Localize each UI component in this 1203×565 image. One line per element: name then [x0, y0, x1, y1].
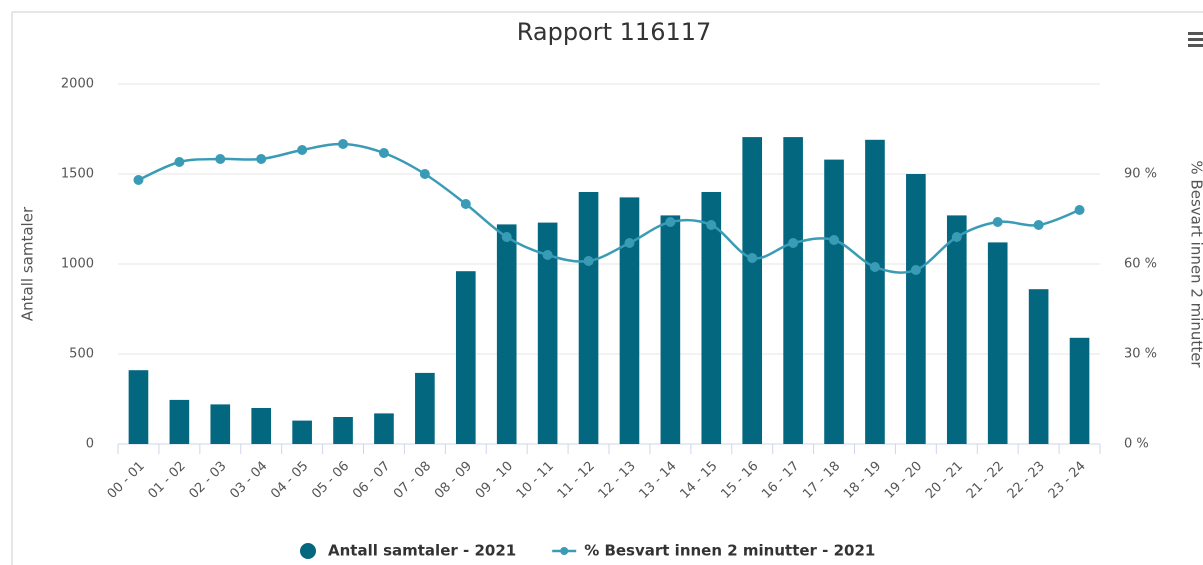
y-tick-label: 1500 — [61, 167, 94, 182]
x-tick-label: 02 - 03 — [186, 459, 229, 502]
x-tick-label: 21 - 22 — [964, 459, 1007, 502]
line-marker — [297, 145, 308, 155]
chart-title: Rapport 116117 — [517, 18, 712, 46]
x-tick-label: 10 - 11 — [514, 459, 557, 502]
bar — [906, 174, 926, 444]
y2-tick-label: 90 % — [1124, 167, 1157, 182]
x-tick-label: 05 - 06 — [309, 459, 352, 502]
x-tick-label: 01 - 02 — [146, 459, 189, 502]
bar — [578, 192, 599, 444]
x-tick-label: 17 - 18 — [800, 459, 843, 502]
bar — [987, 242, 1008, 444]
y-tick-label: 1000 — [61, 257, 94, 272]
bar — [701, 192, 722, 444]
line-marker — [665, 217, 676, 227]
bar — [865, 139, 885, 445]
x-tick-label: 00 - 01 — [105, 459, 148, 502]
line-marker — [501, 232, 512, 242]
bar — [946, 215, 967, 444]
x-tick-label: 20 - 21 — [923, 459, 966, 502]
line-marker — [338, 139, 349, 149]
bar — [537, 222, 558, 444]
y-tick-label: 0 — [86, 437, 94, 452]
line-marker — [215, 154, 226, 164]
x-tick-label: 13 - 14 — [637, 459, 680, 502]
bar — [128, 370, 149, 444]
line-marker — [1033, 220, 1044, 230]
x-tick-label: 06 - 07 — [350, 459, 393, 502]
line-marker — [910, 265, 921, 275]
line-marker — [460, 199, 471, 209]
x-tick-label: 12 - 13 — [596, 459, 639, 502]
line-marker — [256, 154, 267, 164]
line-marker — [174, 157, 185, 167]
bar — [374, 413, 394, 444]
y2-tick-label: 0 % — [1124, 437, 1149, 452]
bar — [292, 420, 312, 444]
line-marker — [951, 232, 962, 242]
bar — [415, 372, 435, 444]
bar — [619, 197, 640, 444]
x-tick-label: 03 - 04 — [227, 459, 270, 502]
x-tick-label: 16 - 17 — [759, 459, 802, 502]
y2-tick-label: 60 % — [1124, 257, 1157, 272]
x-tick-label: 04 - 05 — [268, 459, 311, 502]
line-marker — [829, 235, 840, 245]
line-marker — [706, 220, 717, 230]
x-tick-label: 18 - 19 — [841, 459, 884, 502]
y-axis-title: Antall samtaler — [19, 206, 37, 321]
y-tick-label: 500 — [69, 347, 94, 362]
bar — [455, 271, 476, 444]
x-tick-label: 19 - 20 — [882, 459, 925, 502]
bar — [496, 224, 517, 444]
x-tick-label: 08 - 09 — [432, 459, 475, 502]
legend-symbol — [560, 547, 569, 555]
bar — [1069, 337, 1090, 444]
x-tick-label: 23 - 24 — [1046, 459, 1089, 502]
line-marker — [869, 262, 880, 272]
x-tick-label: 14 - 15 — [677, 459, 720, 502]
legend-label[interactable]: % Besvart innen 2 minutter - 2021 — [584, 542, 875, 560]
line-marker — [624, 238, 635, 248]
x-tick-label: 22 - 23 — [1005, 459, 1048, 502]
line-marker — [992, 217, 1003, 227]
y-tick-label: 2000 — [61, 77, 94, 92]
line-marker — [133, 175, 144, 185]
x-tick-label: 15 - 16 — [718, 459, 761, 502]
x-tick-label: 09 - 10 — [473, 459, 516, 502]
line-marker — [788, 238, 799, 248]
bar — [210, 404, 231, 444]
legend-symbol — [300, 543, 316, 559]
bar — [169, 399, 190, 444]
line — [137, 142, 1080, 274]
menu-icon[interactable] — [1188, 32, 1203, 47]
bar — [783, 137, 803, 444]
x-tick-label: 11 - 12 — [555, 459, 598, 502]
line-marker — [747, 253, 758, 263]
legend-label[interactable]: Antall samtaler - 2021 — [328, 542, 516, 560]
line-marker — [583, 256, 594, 266]
line-marker — [542, 250, 553, 260]
bar — [824, 159, 844, 444]
bar — [742, 137, 763, 444]
bar — [333, 417, 353, 444]
line-marker — [419, 169, 430, 179]
x-tick-label: 07 - 08 — [391, 459, 434, 502]
y2-tick-label: 30 % — [1124, 347, 1157, 362]
bar — [660, 215, 681, 444]
bar — [251, 408, 272, 444]
y2-axis-title: % Besvart innen 2 minutter — [1188, 160, 1203, 368]
line-marker — [378, 148, 389, 158]
line-marker — [1074, 205, 1085, 215]
bar — [1028, 289, 1049, 444]
